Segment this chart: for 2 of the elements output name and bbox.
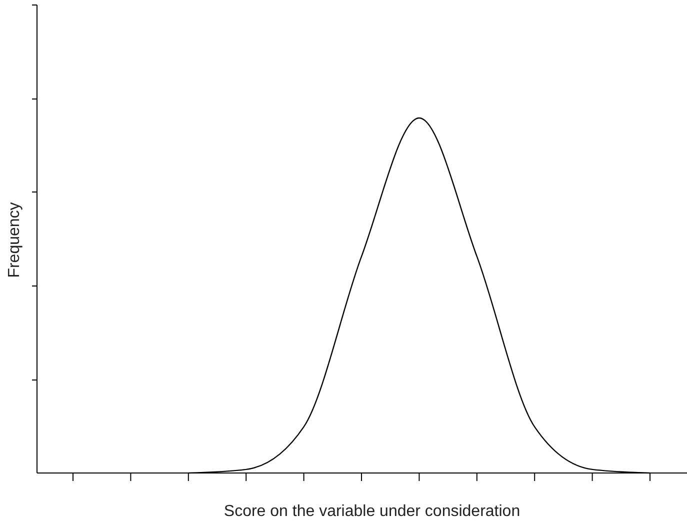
x-axis-title: Score on the variable under consideration [224, 503, 520, 520]
y-axis-title: Frequency [6, 202, 23, 278]
